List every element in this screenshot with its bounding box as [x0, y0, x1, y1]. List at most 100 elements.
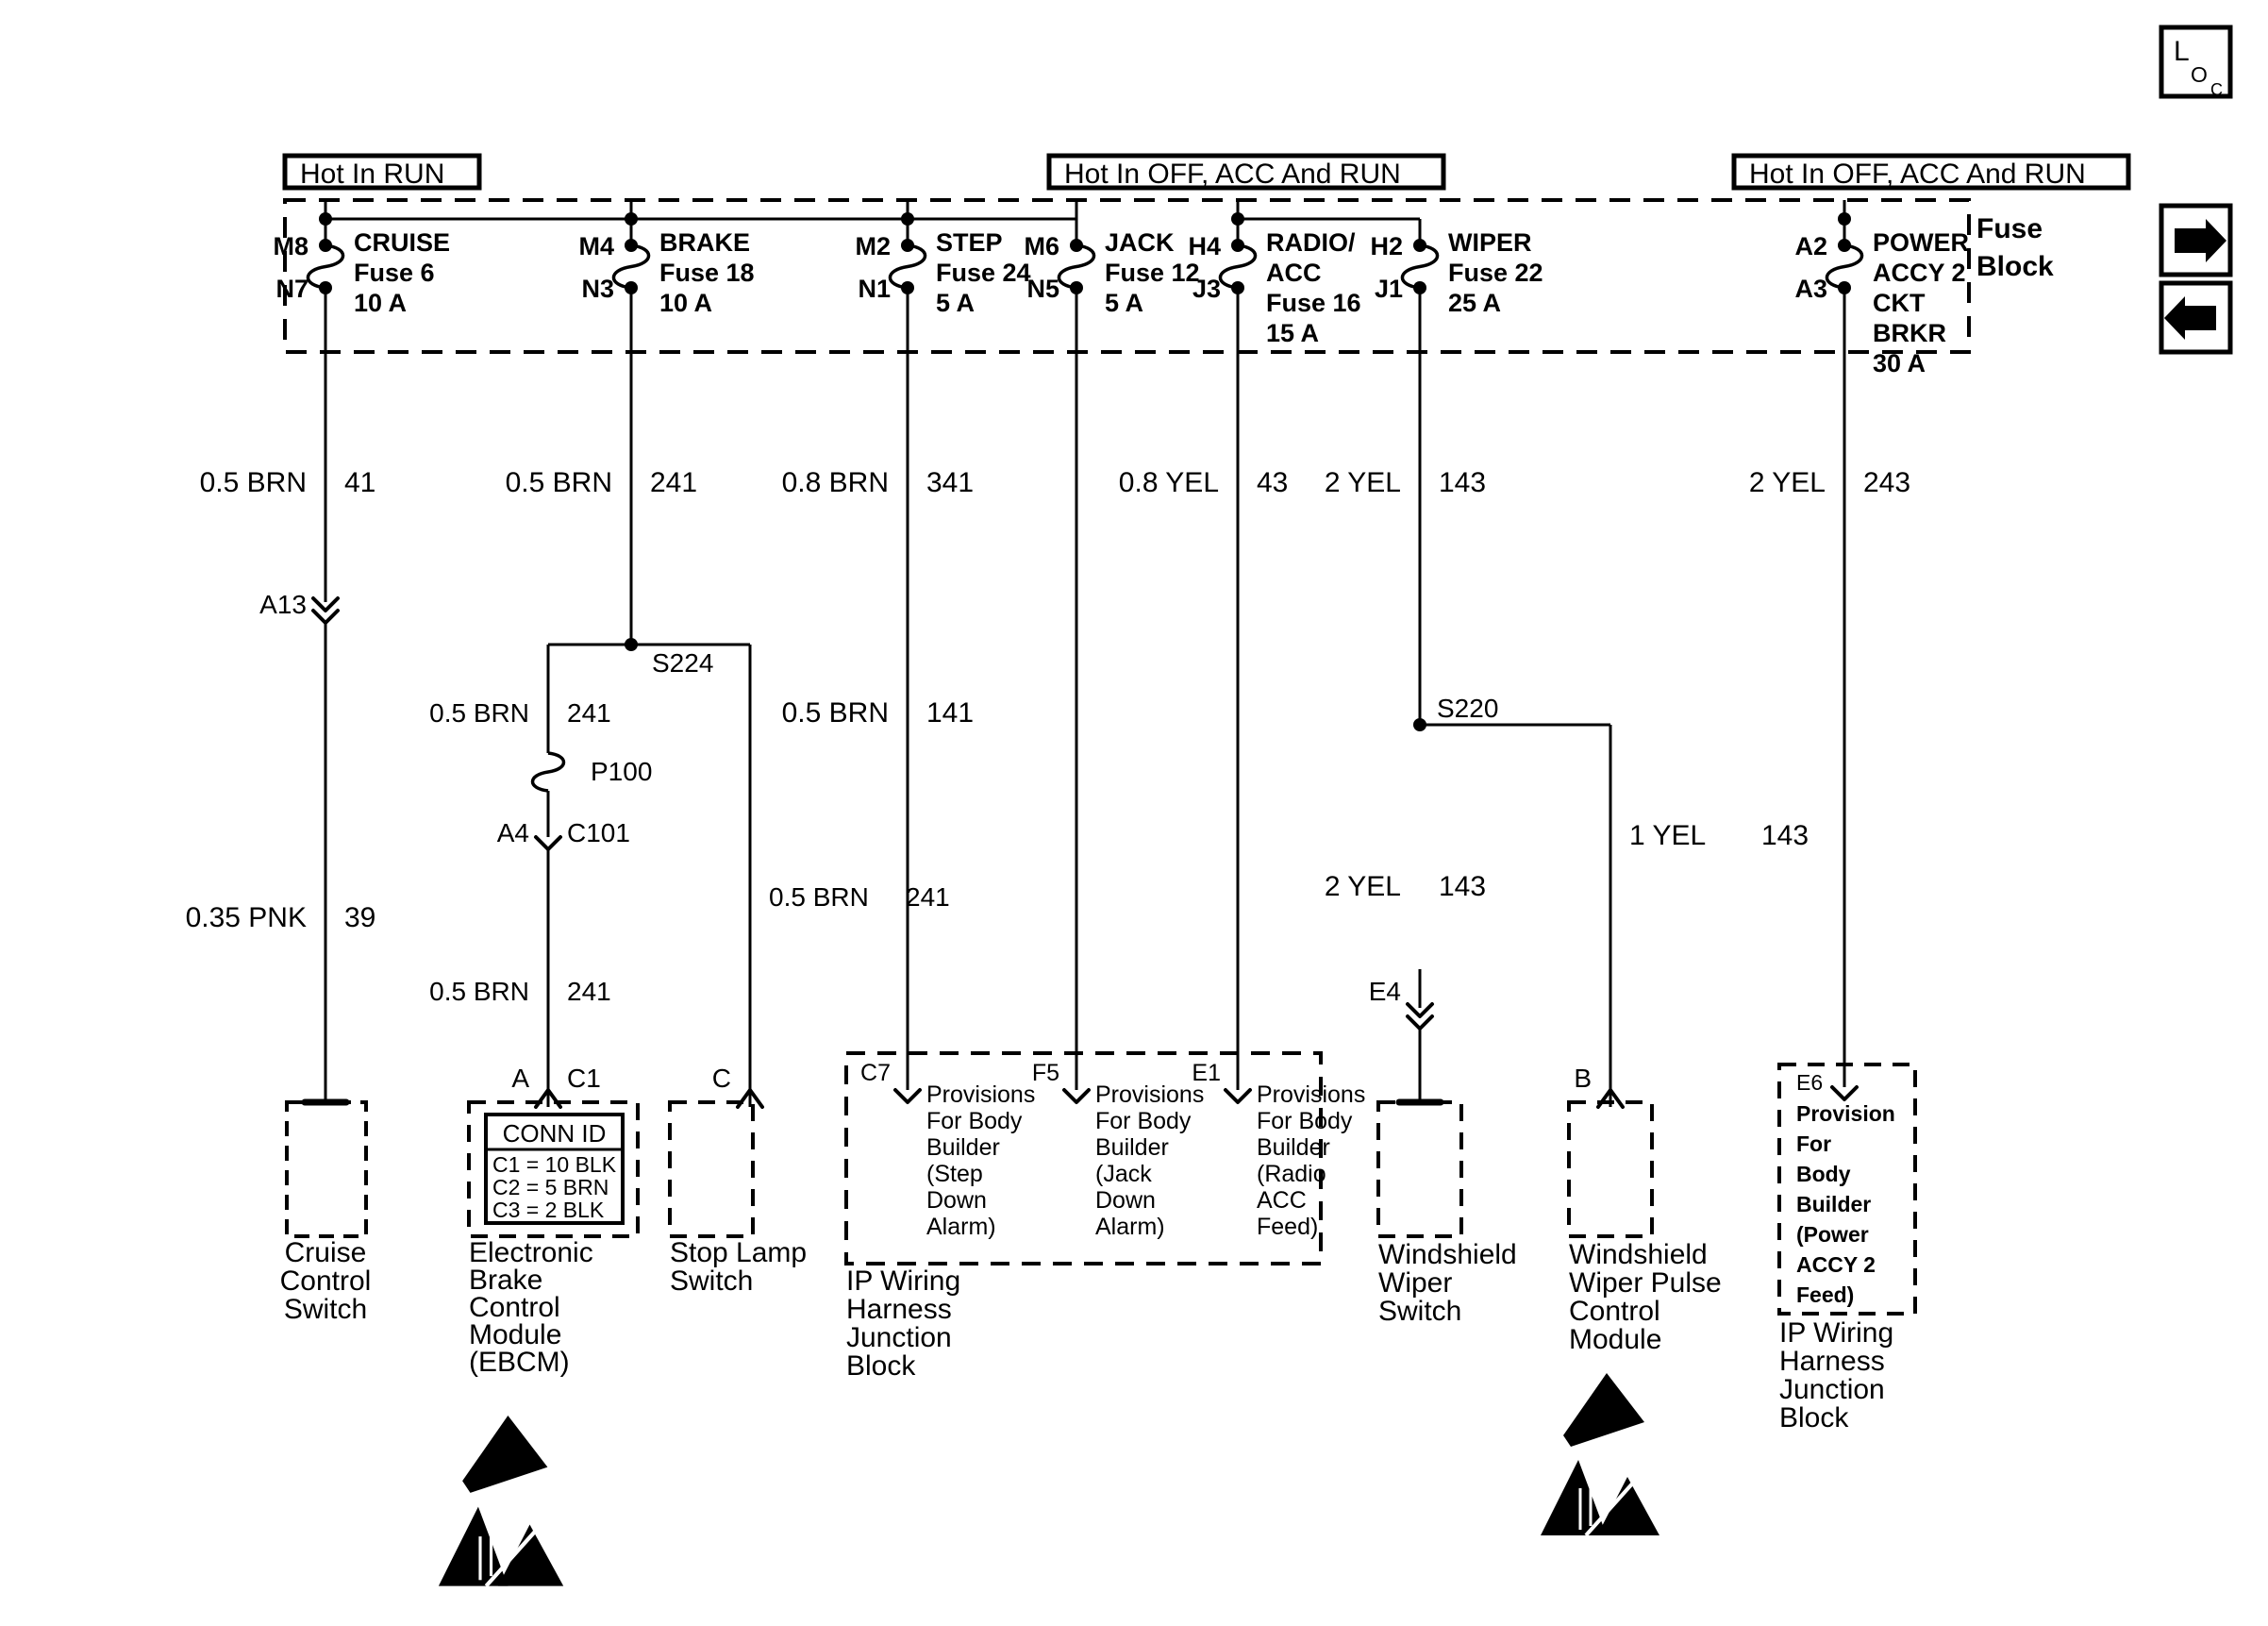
svg-text:341: 341 [926, 467, 974, 498]
svg-text:Fuse 16: Fuse 16 [1266, 289, 1361, 317]
svg-text:A: A [511, 1064, 529, 1093]
svg-text:C1: C1 [567, 1064, 601, 1093]
svg-text:L: L [2174, 36, 2190, 67]
svg-text:For Body: For Body [1095, 1108, 1192, 1134]
svg-text:STEP: STEP [936, 228, 1003, 257]
svg-text:H2: H2 [1370, 232, 1403, 260]
svg-text:Down: Down [926, 1187, 987, 1214]
svg-text:Fuse 22: Fuse 22 [1448, 259, 1543, 287]
svg-text:0.8 BRN: 0.8 BRN [782, 467, 889, 498]
svg-text:B: B [1574, 1064, 1592, 1093]
svg-text:30 A: 30 A [1873, 349, 1926, 377]
svg-text:Provisions: Provisions [926, 1081, 1035, 1108]
svg-text:A13: A13 [259, 590, 307, 619]
svg-text:Builder: Builder [1796, 1192, 1871, 1216]
svg-text:Feed): Feed) [1796, 1282, 1854, 1307]
svg-text:E1: E1 [1192, 1060, 1221, 1086]
svg-text:For Body: For Body [1257, 1108, 1353, 1134]
svg-text:Wiper Pulse: Wiper Pulse [1569, 1267, 1722, 1299]
svg-text:Switch: Switch [670, 1266, 753, 1297]
svg-text:WIPER: WIPER [1448, 228, 1532, 257]
svg-text:Hot In OFF, ACC And RUN: Hot In OFF, ACC And RUN [1749, 159, 2086, 190]
svg-text:C: C [712, 1064, 731, 1093]
svg-text:Windshield: Windshield [1378, 1239, 1517, 1270]
svg-text:Control: Control [1569, 1296, 1660, 1327]
svg-text:BRKR: BRKR [1873, 319, 1946, 347]
svg-text:Cruise: Cruise [285, 1237, 367, 1268]
svg-text:A2: A2 [1794, 232, 1827, 260]
svg-text:241: 241 [567, 977, 611, 1006]
svg-text:2 YEL: 2 YEL [1325, 467, 1401, 498]
svg-text:0.5 BRN: 0.5 BRN [200, 467, 307, 498]
svg-text:Alarm): Alarm) [926, 1214, 996, 1240]
svg-text:For Body: For Body [926, 1108, 1023, 1134]
svg-text:Windshield: Windshield [1569, 1239, 1708, 1270]
svg-text:Hot In OFF, ACC And RUN: Hot In OFF, ACC And RUN [1064, 159, 1401, 190]
svg-text:0.8 YEL: 0.8 YEL [1119, 467, 1219, 498]
svg-text:Switch: Switch [284, 1294, 367, 1325]
svg-text:P100: P100 [591, 757, 652, 786]
svg-text:0.5 BRN: 0.5 BRN [429, 977, 529, 1006]
svg-text:243: 243 [1863, 467, 1910, 498]
svg-text:M2: M2 [855, 232, 891, 260]
svg-text:M4: M4 [578, 232, 614, 260]
svg-text:Wiper: Wiper [1378, 1267, 1452, 1299]
svg-text:Hot In RUN: Hot In RUN [300, 159, 444, 190]
svg-text:Harness: Harness [1779, 1346, 1885, 1377]
svg-text:Control: Control [280, 1266, 372, 1297]
svg-text:A4: A4 [497, 818, 529, 847]
svg-text:C2 = 5 BRN: C2 = 5 BRN [492, 1175, 609, 1199]
svg-text:IP Wiring: IP Wiring [1779, 1317, 1893, 1349]
svg-text:Provisions: Provisions [1257, 1081, 1365, 1108]
svg-text:S220: S220 [1437, 694, 1498, 723]
svg-text:Builder: Builder [1257, 1134, 1330, 1161]
svg-text:0.5 BRN: 0.5 BRN [506, 467, 612, 498]
svg-text:Fuse 24: Fuse 24 [936, 259, 1031, 287]
svg-text:Down: Down [1095, 1187, 1156, 1214]
svg-text:2 YEL: 2 YEL [1749, 467, 1826, 498]
svg-text:C3 = 2 BLK: C3 = 2 BLK [492, 1198, 605, 1222]
svg-text:E6: E6 [1796, 1070, 1823, 1095]
svg-text:H4: H4 [1188, 232, 1221, 260]
svg-text:N5: N5 [1026, 275, 1059, 303]
svg-text:15 A: 15 A [1266, 319, 1319, 347]
svg-text:ACC: ACC [1266, 259, 1322, 287]
svg-text:143: 143 [1439, 871, 1486, 902]
svg-text:25 A: 25 A [1448, 289, 1501, 317]
svg-text:43: 43 [1257, 467, 1288, 498]
svg-text:BRAKE: BRAKE [659, 228, 750, 257]
svg-text:Provision: Provision [1796, 1101, 1895, 1126]
svg-text:Alarm): Alarm) [1095, 1214, 1165, 1240]
svg-text:Feed): Feed) [1257, 1214, 1318, 1240]
svg-text:241: 241 [567, 698, 611, 728]
svg-text:N3: N3 [581, 275, 614, 303]
svg-text:41: 41 [344, 467, 375, 498]
svg-text:N1: N1 [858, 275, 891, 303]
svg-text:Junction: Junction [846, 1322, 952, 1353]
svg-text:Block: Block [1779, 1402, 1849, 1433]
svg-text:C1 = 10 BLK: C1 = 10 BLK [492, 1152, 617, 1177]
svg-text:Junction: Junction [1779, 1374, 1885, 1405]
svg-text:E4: E4 [1369, 977, 1401, 1006]
svg-text:Fuse 6: Fuse 6 [354, 259, 435, 287]
svg-text:ACCY 2: ACCY 2 [1873, 259, 1966, 287]
svg-text:0.35 PNK: 0.35 PNK [186, 902, 307, 933]
svg-text:Fuse 18: Fuse 18 [659, 259, 755, 287]
svg-text:143: 143 [1439, 467, 1486, 498]
svg-text:C: C [2210, 80, 2223, 99]
svg-text:Body: Body [1796, 1162, 1851, 1186]
svg-text:CRUISE: CRUISE [354, 228, 450, 257]
svg-text:Block: Block [846, 1350, 916, 1382]
svg-text:JACK: JACK [1105, 228, 1175, 257]
svg-text:141: 141 [926, 697, 974, 729]
svg-text:143: 143 [1761, 820, 1809, 851]
svg-text:0.5 BRN: 0.5 BRN [429, 698, 529, 728]
svg-text:(Power: (Power [1796, 1222, 1869, 1247]
svg-text:Fuse 12: Fuse 12 [1105, 259, 1200, 287]
svg-text:RADIO/: RADIO/ [1266, 228, 1356, 257]
svg-text:ACCY 2: ACCY 2 [1796, 1252, 1876, 1277]
svg-text:Fuse: Fuse [1976, 213, 2043, 244]
svg-text:Block: Block [1976, 251, 2054, 282]
svg-text:241: 241 [906, 882, 950, 912]
svg-text:J1: J1 [1375, 275, 1403, 303]
